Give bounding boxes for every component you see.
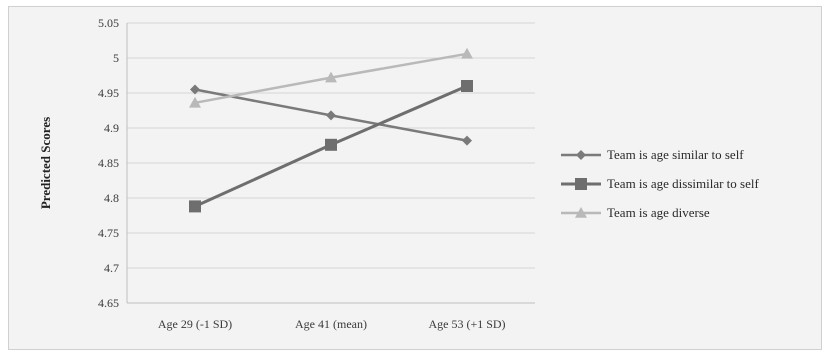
axes — [126, 23, 535, 304]
y-tick-label: 4.65 — [98, 296, 119, 310]
x-tick-labels: Age 29 (-1 SD) Age 41 (mean) Age 53 (+1 SD… — [158, 317, 506, 331]
data-point — [325, 71, 337, 83]
data-point — [189, 200, 201, 213]
data-point — [461, 80, 473, 92]
legend-label: Team is age dissimilar to self — [607, 176, 759, 191]
legend-item: Team is age similar to self — [561, 147, 744, 162]
x-tick-label: Age 53 (+1 SD) — [428, 317, 505, 331]
line-chart: 4.65 4.7 4.75 4.8 4.85 4.9 4.95 5 5.05 Age 29 (-… — [38, 16, 759, 331]
data-point — [462, 135, 472, 146]
series-group — [190, 84, 472, 146]
legend-item: Team is age dissimilar to self — [561, 176, 759, 191]
y-tick-label: 4.8 — [104, 191, 119, 205]
legend-marker — [575, 178, 587, 190]
y-tick-labels: 4.65 4.7 4.75 4.8 4.85 4.9 4.95 5 5.05 — [98, 16, 119, 310]
x-tick-label: Age 41 (mean) — [295, 317, 367, 331]
legend-label: Team is age similar to self — [607, 147, 744, 162]
data-point — [461, 47, 473, 59]
series-group — [189, 47, 473, 108]
y-tick-label: 4.85 — [98, 156, 119, 170]
y-tick-label: 5.05 — [98, 16, 119, 30]
y-tick-label: 4.95 — [98, 86, 119, 100]
series-group — [189, 80, 473, 213]
data-point — [189, 96, 201, 108]
y-tick-label: 4.7 — [104, 261, 119, 275]
data-point — [190, 84, 200, 95]
y-axis-title: Predicted Scores — [38, 117, 53, 209]
series — [189, 47, 473, 213]
data-point — [326, 110, 336, 121]
legend-marker — [575, 207, 587, 218]
legend-label: Team is age diverse — [607, 205, 710, 220]
y-tick-label: 5 — [113, 51, 119, 65]
y-tick-label: 4.9 — [104, 121, 119, 135]
legend-marker — [576, 150, 586, 160]
y-tick-label: 4.75 — [98, 226, 119, 240]
legend-item: Team is age diverse — [561, 205, 710, 220]
chart-frame: 4.65 4.7 4.75 4.8 4.85 4.9 4.95 5 5.05 Age 29 (-… — [8, 6, 822, 350]
x-tick-label: Age 29 (-1 SD) — [158, 317, 232, 331]
gridlines — [127, 22, 535, 304]
legend: Team is age similar to self Team is age d… — [561, 147, 759, 220]
data-point — [325, 138, 337, 151]
